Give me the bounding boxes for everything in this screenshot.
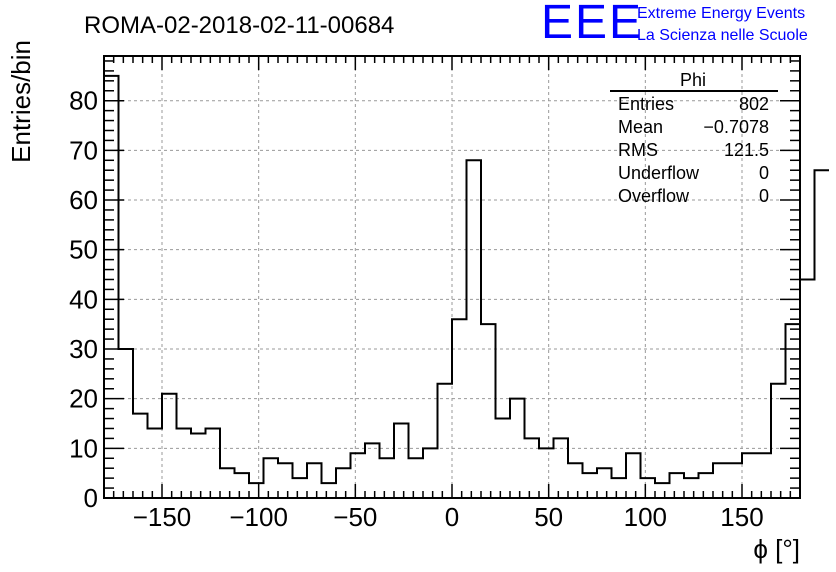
- histogram-bin: [655, 483, 670, 498]
- histogram-bin: [438, 384, 453, 498]
- histogram-bin: [177, 428, 192, 498]
- histogram-bin: [626, 453, 641, 498]
- stats-row-value: 0: [759, 186, 769, 206]
- x-tick-label: 150: [720, 502, 763, 532]
- x-tick-labels: −150 −100 −50 0 50 100 150: [133, 502, 764, 532]
- eee-logo-line2: La Scienza nelle Scuole: [637, 27, 808, 44]
- histogram-bin: [568, 463, 583, 498]
- histogram-bin: [481, 324, 496, 498]
- histogram-bin: [684, 478, 699, 498]
- histogram-bin: [104, 76, 119, 498]
- stats-row-label: Overflow: [618, 186, 690, 206]
- histogram-bin: [713, 463, 728, 498]
- histogram-bin: [423, 448, 438, 498]
- stats-row-label: Entries: [618, 94, 674, 114]
- y-tick-label: 40: [69, 284, 98, 314]
- stats-row-label: RMS: [618, 140, 658, 160]
- histogram-bin: [206, 428, 221, 498]
- stats-row-value: −0.7078: [703, 117, 769, 137]
- stats-row-value: 121.5: [724, 140, 769, 160]
- histogram-bin: [307, 463, 322, 498]
- histogram-bin: [597, 468, 612, 498]
- y-tick-label: 30: [69, 334, 98, 364]
- histogram-bin: [554, 438, 569, 498]
- stats-row-value: 802: [739, 94, 769, 114]
- histogram-bin: [162, 394, 177, 498]
- histogram-bin: [336, 468, 351, 498]
- histogram-bin: [235, 473, 250, 498]
- histogram-bin: [728, 463, 743, 498]
- histogram-bin: [452, 319, 467, 498]
- y-tick-label: 20: [69, 384, 98, 414]
- stats-box-title: Phi: [680, 70, 706, 90]
- histogram-bin: [800, 279, 815, 498]
- histogram-bin: [786, 324, 801, 498]
- y-tick-labels: 0 10 20 30 40 50 60 70 80: [69, 86, 98, 513]
- histogram-bin: [467, 160, 482, 498]
- histogram-bin: [322, 483, 337, 498]
- x-tick-label: −100: [229, 502, 288, 532]
- y-tick-label: 80: [69, 86, 98, 116]
- y-tick-label: 70: [69, 135, 98, 165]
- grid-lines: [104, 56, 800, 498]
- histogram-outline: [104, 74, 829, 485]
- histogram-bin: [699, 473, 714, 498]
- histogram-bars: [104, 74, 830, 498]
- y-axis-label: Entries/bin: [6, 40, 36, 163]
- y-tick-label: 60: [69, 185, 98, 215]
- histogram-bin: [510, 399, 525, 498]
- histogram-bin: [539, 448, 554, 498]
- axis-ticks: [104, 56, 800, 499]
- histogram-bin: [394, 424, 409, 498]
- x-tick-label: −150: [133, 502, 192, 532]
- stats-row-value: 0: [759, 163, 769, 183]
- histogram-bin: [496, 419, 511, 498]
- plot-frame: [103, 55, 801, 499]
- y-tick-label: 10: [69, 433, 98, 463]
- histogram-bin: [220, 468, 235, 498]
- stats-box: Phi Entries 802 Mean −0.7078 RMS 121.5 Underfl…: [610, 70, 778, 206]
- histogram-bin: [264, 458, 279, 498]
- run-title: ROMA-02-2018-02-11-00684: [84, 12, 394, 39]
- x-tick-label: 50: [534, 502, 563, 532]
- histogram-bin: [191, 433, 206, 498]
- eee-logo-line1: Extreme Energy Events: [637, 5, 805, 22]
- histogram-bin: [148, 428, 163, 498]
- y-tick-label: 50: [69, 235, 98, 265]
- histogram-bin: [119, 349, 134, 498]
- x-tick-label: 100: [624, 502, 667, 532]
- histogram-bin: [365, 443, 380, 498]
- eee-logo-mark: EEE: [541, 0, 643, 49]
- x-tick-label: 0: [445, 502, 459, 532]
- histogram-bin: [670, 473, 685, 498]
- x-tick-label: −50: [333, 502, 377, 532]
- histogram-bin: [757, 453, 772, 498]
- histogram-bin: [771, 384, 786, 498]
- histogram-bin: [742, 453, 757, 498]
- eee-logo: EEE Extreme Energy Events La Scienza nel…: [541, 0, 808, 49]
- histogram-bin: [612, 478, 627, 498]
- histogram-bin: [409, 458, 424, 498]
- histogram-bin: [525, 438, 540, 498]
- histogram-bin: [380, 458, 395, 498]
- histogram-bin: [815, 170, 830, 498]
- histogram-bin: [583, 473, 598, 498]
- histogram-bin: [293, 478, 308, 498]
- stats-row-label: Mean: [618, 117, 663, 137]
- histogram-bin: [249, 483, 264, 498]
- histogram-bin: [278, 463, 293, 498]
- histogram-bin: [641, 478, 656, 498]
- histogram-bin: [351, 453, 366, 498]
- stats-row-label: Underflow: [618, 163, 700, 183]
- histogram-bin: [133, 414, 148, 498]
- y-tick-label: 0: [84, 483, 98, 513]
- x-axis-label: ϕ [°]: [753, 534, 800, 564]
